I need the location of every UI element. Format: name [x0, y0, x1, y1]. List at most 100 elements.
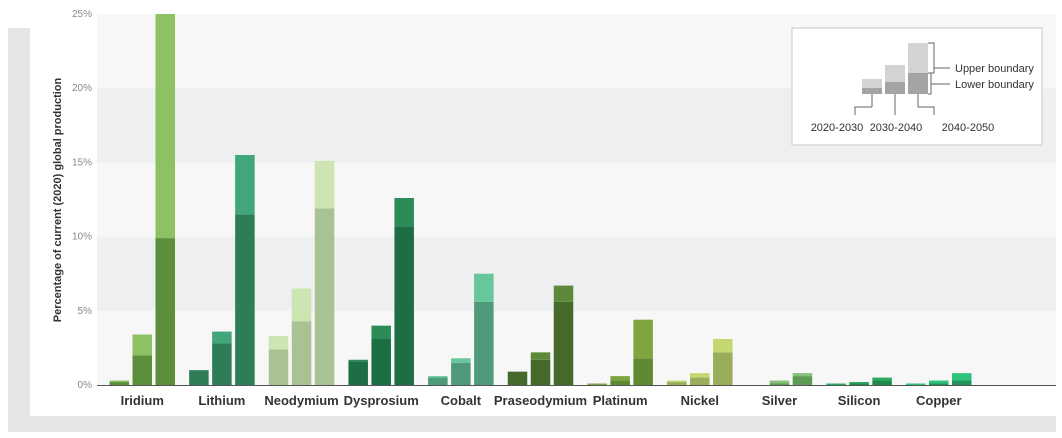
bar-upper-nickel-2040-2050: [713, 338, 733, 353]
legend-lower-swatch: [862, 88, 882, 94]
x-tick-label: Nickel: [681, 393, 719, 408]
bar-upper-neodymium-2020-2030: [268, 336, 289, 350]
grid-band: [97, 310, 1056, 385]
bar-lower-iridium-2030-2040: [132, 355, 152, 385]
bar-upper-cobalt-2030-2040: [451, 358, 471, 363]
y-tick-label: 20%: [72, 83, 92, 94]
bar-lower-nickel-2040-2050: [713, 352, 733, 385]
bar-upper-iridium-2020-2030: [109, 380, 129, 383]
y-tick-label: 5%: [78, 306, 93, 317]
bar-lower-lithium-2040-2050: [235, 214, 255, 385]
bar-upper-silicon-2040-2050: [872, 377, 892, 381]
x-tick-label: Silver: [762, 393, 797, 408]
bar-lower-dysprosium-2020-2030: [348, 361, 368, 385]
bar-upper-dysprosium-2020-2030: [348, 359, 368, 362]
x-tick-label: Copper: [916, 393, 962, 408]
bar-upper-platinum-2040-2050: [633, 319, 653, 359]
bar-lower-iridium-2020-2030: [109, 382, 129, 385]
bar-group-nickel: [667, 338, 733, 385]
bar-upper-iridium-2030-2040: [132, 334, 152, 356]
y-tick-label: 10%: [72, 232, 92, 243]
bar-lower-cobalt-2030-2040: [451, 362, 471, 385]
bar-upper-silicon-2020-2030: [826, 383, 846, 385]
legend-lower-swatch: [908, 73, 928, 94]
bar-upper-neodymium-2030-2040: [291, 288, 312, 322]
bar-lower-neodymium-2030-2040: [291, 321, 312, 385]
bar-group-cobalt: [428, 273, 494, 385]
legend: Upper boundary Lower boundary 2020-2030 203…: [791, 27, 1043, 146]
bar-lower-praseodymium-2020-2030: [507, 371, 528, 385]
bar-lower-nickel-2030-2040: [690, 377, 710, 385]
bar-upper-cobalt-2020-2030: [428, 376, 448, 378]
bar-lower-silver-2040-2050: [792, 376, 813, 385]
y-tick-label: 15%: [72, 157, 92, 168]
y-tick-label: 0%: [78, 380, 93, 391]
bar-upper-praseodymium-2040-2050: [553, 285, 574, 302]
bar-upper-dysprosium-2040-2050: [394, 198, 414, 227]
legend-lower-label: Lower boundary: [955, 79, 1034, 91]
bar-lower-lithium-2020-2030: [189, 370, 209, 385]
bar-group-praseodymium: [507, 285, 574, 385]
bar-upper-silver-2030-2040: [769, 380, 790, 384]
bar-upper-nickel-2030-2040: [690, 373, 710, 378]
bar-upper-copper-2020-2030: [906, 383, 926, 385]
bar-upper-lithium-2030-2040: [212, 331, 232, 344]
bar-lower-dysprosium-2030-2040: [371, 338, 391, 385]
bar-upper-copper-2040-2050: [952, 373, 972, 381]
bar-lower-dysprosium-2040-2050: [394, 226, 414, 385]
y-tick-label: 25%: [72, 9, 92, 20]
bar-lower-silicon-2030-2040: [849, 383, 869, 385]
bar-upper-nickel-2020-2030: [667, 380, 687, 383]
bar-group-silicon: [826, 377, 892, 385]
bar-group-copper: [906, 373, 972, 385]
bar-group-lithium: [189, 154, 255, 385]
legend-upper-swatch: [862, 79, 882, 88]
bar-group-iridium: [109, 14, 175, 385]
bar-upper-silver-2040-2050: [792, 373, 813, 377]
bar-lower-praseodymium-2030-2040: [530, 359, 551, 385]
bar-upper-dysprosium-2030-2040: [371, 325, 391, 339]
x-tick-label: Lithium: [198, 393, 245, 408]
bar-lower-platinum-2030-2040: [610, 380, 630, 385]
bar-lower-silicon-2040-2050: [872, 380, 892, 385]
x-tick-label: Platinum: [593, 393, 648, 408]
bar-upper-platinum-2020-2030: [587, 383, 607, 385]
legend-period-leader: [854, 106, 872, 115]
bar-upper-iridium-2040-2050: [155, 14, 175, 239]
bar-lower-silver-2030-2040: [769, 383, 790, 385]
x-tick-label: Dysprosium: [344, 393, 419, 408]
x-tick-label: Iridium: [121, 393, 164, 408]
bar-lower-praseodymium-2040-2050: [553, 301, 574, 385]
bar-upper-neodymium-2040-2050: [314, 160, 335, 209]
bar-group-dysprosium: [348, 198, 414, 385]
bar-lower-neodymium-2020-2030: [268, 349, 289, 385]
bar-lower-lithium-2030-2040: [212, 343, 232, 385]
bar-group-platinum: [587, 319, 653, 385]
bar-group-neodymium: [268, 160, 335, 385]
bar-lower-copper-2040-2050: [952, 380, 972, 385]
legend-upper-label: Upper boundary: [955, 63, 1034, 75]
x-tick-label: Neodymium: [264, 393, 338, 408]
x-tick-label: Praseodymium: [494, 393, 587, 408]
legend-period-label: 2020-2030: [811, 122, 864, 134]
bar-lower-neodymium-2040-2050: [314, 208, 335, 385]
legend-upper-swatch: [908, 43, 928, 73]
bar-lower-copper-2030-2040: [929, 383, 949, 385]
bar-upper-copper-2030-2040: [929, 380, 949, 384]
legend-period-label: 2030-2040: [870, 122, 923, 134]
bar-lower-iridium-2040-2050: [155, 238, 175, 385]
bar-lower-cobalt-2020-2030: [428, 377, 448, 385]
legend-period-label: 2040-2050: [942, 122, 995, 134]
bar-lower-cobalt-2040-2050: [474, 301, 494, 385]
grid-band: [97, 236, 1056, 311]
bar-lower-platinum-2040-2050: [633, 358, 653, 385]
bar-group-silver: [769, 373, 813, 385]
y-axis-label: Percentage of current (2020) global prod…: [52, 77, 64, 322]
x-tick-label: Cobalt: [441, 393, 482, 408]
bar-lower-nickel-2020-2030: [667, 382, 687, 385]
legend-lower-swatch: [885, 82, 905, 94]
x-tick-label: Silicon: [838, 393, 881, 408]
bar-upper-lithium-2040-2050: [235, 154, 255, 215]
